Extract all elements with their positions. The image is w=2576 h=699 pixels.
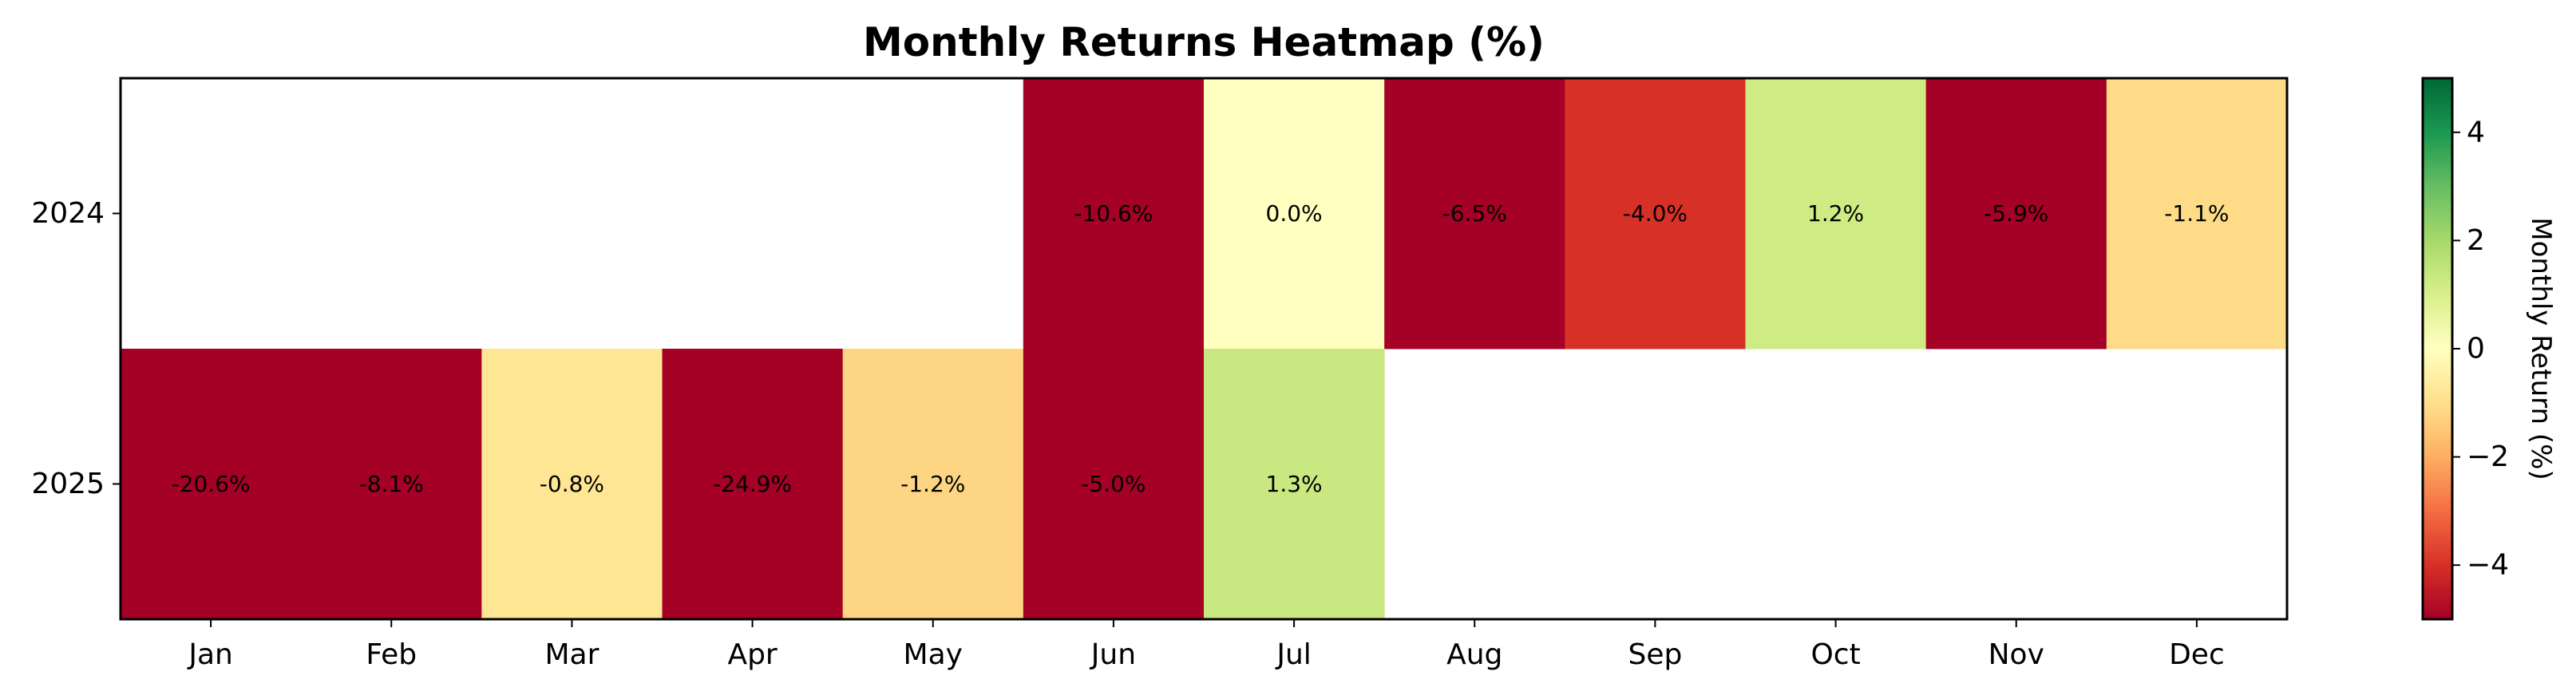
colorbar-tick-label: 4 [2467, 116, 2485, 148]
colorbar-ticks: 4 2 0 −2 −4 [2452, 116, 2509, 582]
chart-title: Monthly Returns Heatmap (%) [863, 19, 1545, 65]
cell-value-label: -8.1% [359, 471, 424, 497]
colorbar-tick-label: 0 [2467, 333, 2485, 365]
cell-value-label: -20.6% [172, 471, 251, 497]
heatmap-cell [121, 349, 302, 620]
heatmap-cell-labels: -10.6% 0.0% -6.5% -4.0% 1.2% -5.9% -1.1% -20.6%… [172, 200, 2230, 497]
heatmap-cells [121, 78, 2288, 620]
cell-value-label: -5.0% [1081, 471, 1146, 497]
colorbar [2423, 78, 2452, 619]
cell-value-label: -1.1% [2164, 200, 2229, 227]
x-tick-label: Sep [1628, 638, 1682, 671]
x-tick-label: Jan [187, 638, 233, 671]
x-tick-label: Nov [1988, 638, 2044, 671]
heatmap-cell [842, 349, 1024, 620]
heatmap-cell [1745, 78, 1927, 350]
colorbar-tick-label: −2 [2467, 440, 2509, 473]
x-tick-label: Aug [1446, 638, 1502, 671]
heatmap-cell [1384, 78, 1565, 350]
x-tick-label: Oct [1810, 638, 1860, 671]
heatmap-cell [301, 349, 482, 620]
x-tick-label: May [904, 638, 963, 671]
plot-frame [119, 77, 2289, 621]
heatmap-cell [2106, 78, 2288, 350]
cell-value-label: 1.2% [1807, 200, 1864, 227]
cell-value-label: 0.0% [1266, 200, 1323, 227]
colorbar-tick-label: −4 [2467, 549, 2509, 582]
x-tick-label: Dec [2169, 638, 2225, 671]
x-tick-label: Mar [544, 638, 599, 671]
x-tick-label: Apr [727, 638, 777, 671]
colorbar-tick-label: 2 [2467, 224, 2485, 257]
cell-value-label: -5.9% [1984, 200, 2048, 227]
heatmap-cell [1204, 78, 1385, 350]
heatmap-cell [1023, 78, 1205, 350]
x-tick-label: Jun [1090, 638, 1136, 671]
x-axis: Jan Feb Mar Apr May Jun Jul Aug Sep Oct Nov Dec [187, 619, 2225, 671]
cell-value-label: -0.8% [540, 471, 604, 497]
heatmap-cell [1565, 78, 1746, 350]
x-tick-label: Feb [366, 638, 417, 671]
cell-value-label: -6.5% [1442, 200, 1507, 227]
x-tick-label: Jul [1275, 638, 1311, 671]
cell-value-label: -4.0% [1623, 200, 1688, 227]
y-tick-label: 2025 [31, 468, 105, 500]
y-axis: 2024 2025 [31, 197, 121, 500]
cell-value-label: -1.2% [900, 471, 965, 497]
heatmap-cell [1023, 349, 1205, 620]
heatmap-cell [1204, 349, 1385, 620]
cell-value-label: -10.6% [1074, 200, 1153, 227]
heatmap-cell [481, 349, 663, 620]
cell-value-label: -24.9% [713, 471, 792, 497]
cell-value-label: 1.3% [1266, 471, 1323, 497]
colorbar-label: Monthly Return (%) [2525, 217, 2557, 480]
y-tick-label: 2024 [31, 197, 105, 230]
heatmap-cell [662, 349, 844, 620]
heatmap-cell [1925, 78, 2107, 350]
